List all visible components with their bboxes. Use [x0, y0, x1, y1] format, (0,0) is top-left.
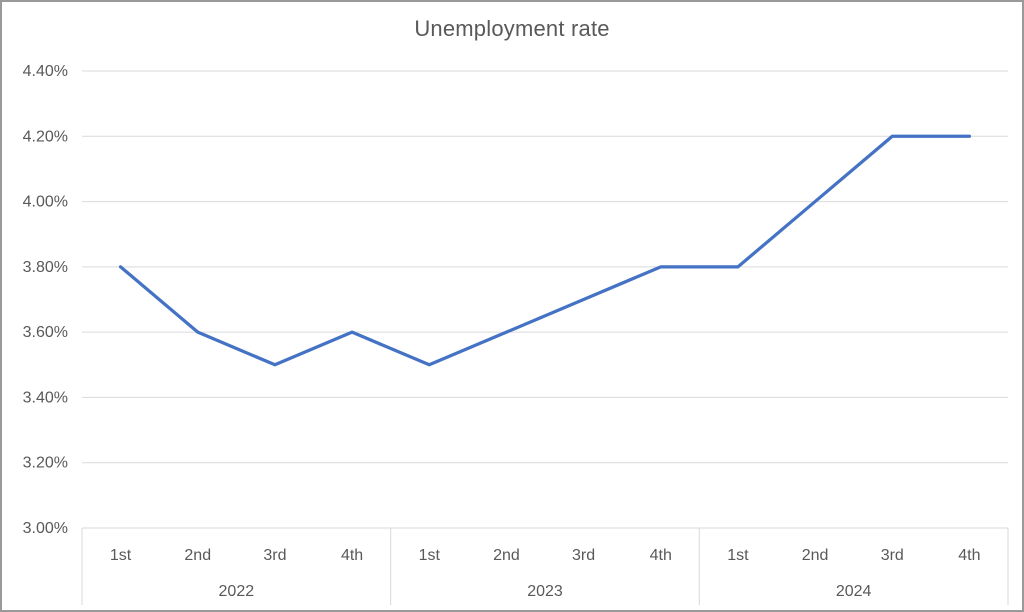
y-axis-tick-label: 3.20%: [23, 455, 68, 472]
x-axis-year-label: 2023: [527, 583, 563, 600]
x-axis-quarter-label: 4th: [650, 547, 672, 564]
x-axis-quarter-label: 1st: [110, 547, 132, 564]
y-axis-tick-label: 4.20%: [23, 128, 68, 145]
x-axis-year-label: 2022: [219, 583, 255, 600]
x-axis-quarter-label: 4th: [958, 547, 980, 564]
x-axis-quarter-label: 2nd: [184, 547, 211, 564]
y-axis-tick-label: 3.40%: [23, 389, 68, 406]
x-axis-quarter-label: 2nd: [802, 547, 829, 564]
x-axis-quarter-label: 1st: [727, 547, 749, 564]
x-axis-quarter-label: 4th: [341, 547, 363, 564]
y-axis-tick-label: 3.80%: [23, 259, 68, 276]
x-axis-quarter-label: 3rd: [572, 547, 595, 564]
y-axis-tick-label: 4.00%: [23, 194, 68, 211]
y-axis-tick-label: 3.00%: [23, 520, 68, 537]
x-axis-quarter-label: 3rd: [881, 547, 904, 564]
series-line-unemployment-rate: [118, 134, 972, 367]
y-axis-tick-label: 3.60%: [23, 324, 68, 341]
x-axis-quarter-label: 2nd: [493, 547, 520, 564]
y-axis-tick-label: 4.40%: [23, 63, 68, 80]
x-axis-quarter-label: 3rd: [263, 547, 286, 564]
x-axis-quarter-label: 1st: [419, 547, 441, 564]
chart-title: Unemployment rate: [414, 16, 610, 41]
x-axis-year-label: 2024: [836, 583, 872, 600]
